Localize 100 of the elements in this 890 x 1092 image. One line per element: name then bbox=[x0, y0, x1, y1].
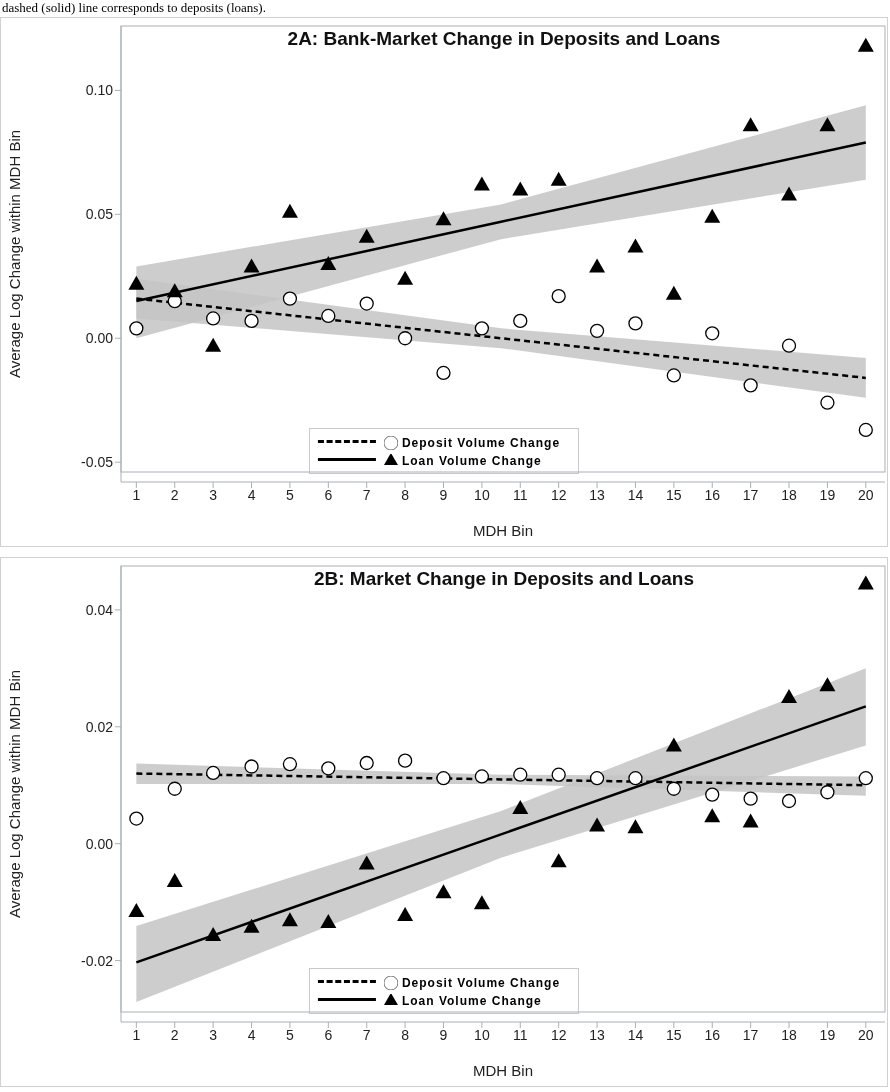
point bbox=[857, 575, 874, 590]
legend-label: Loan Volume Change bbox=[401, 994, 542, 1008]
x-tick-label: 15 bbox=[666, 486, 682, 503]
point bbox=[665, 285, 682, 300]
x-axis-title: MDH Bin bbox=[472, 522, 534, 539]
x-tick-label: 18 bbox=[781, 486, 798, 503]
y-tick-label: -0.05 bbox=[81, 454, 114, 471]
x-tick-label: 17 bbox=[742, 486, 759, 503]
point bbox=[320, 914, 337, 929]
x-tick-label: 18 bbox=[781, 1026, 798, 1043]
point bbox=[435, 884, 452, 899]
point bbox=[244, 313, 259, 329]
x-tick-label: 16 bbox=[704, 486, 721, 503]
x-tick-label: 7 bbox=[362, 486, 371, 503]
x-tick-label: 3 bbox=[209, 1026, 218, 1043]
point bbox=[128, 275, 145, 290]
point bbox=[705, 787, 720, 802]
point bbox=[781, 688, 798, 703]
point bbox=[550, 171, 567, 186]
x-tick-label: 14 bbox=[627, 486, 644, 503]
y-tick-label: 0.04 bbox=[85, 601, 114, 618]
point bbox=[205, 926, 222, 941]
point bbox=[666, 368, 681, 383]
y-tick-label: -0.02 bbox=[81, 952, 114, 969]
x-tick-label: 1 bbox=[132, 486, 141, 503]
point bbox=[129, 321, 144, 336]
x-tick-label: 20 bbox=[858, 486, 874, 503]
point bbox=[243, 258, 260, 273]
point bbox=[397, 331, 413, 346]
point bbox=[589, 258, 606, 273]
point bbox=[436, 771, 451, 786]
x-tick-label: 2 bbox=[170, 1026, 179, 1043]
point bbox=[820, 785, 835, 800]
chart-title: 2B: Market Change in Deposits and Loans bbox=[312, 568, 696, 590]
x-tick-label: 12 bbox=[550, 486, 567, 503]
point bbox=[321, 761, 336, 776]
point bbox=[550, 853, 567, 868]
point bbox=[742, 813, 759, 828]
y-tick-label: 0.05 bbox=[85, 206, 114, 223]
x-tick-label: 8 bbox=[401, 486, 410, 503]
point bbox=[358, 855, 375, 870]
point bbox=[819, 677, 836, 692]
point bbox=[628, 771, 643, 786]
x-tick-label: 9 bbox=[439, 1026, 448, 1043]
point bbox=[205, 765, 221, 781]
point bbox=[627, 819, 644, 834]
point bbox=[320, 255, 337, 270]
x-tick-label: 15 bbox=[666, 1026, 682, 1043]
point bbox=[819, 117, 836, 132]
x-axis-title: MDH Bin bbox=[472, 1062, 534, 1079]
x-tick-label: 7 bbox=[362, 1026, 371, 1043]
point bbox=[205, 337, 222, 352]
point bbox=[205, 311, 221, 326]
point bbox=[282, 291, 298, 306]
point bbox=[281, 912, 298, 927]
x-tick-label: 11 bbox=[513, 1026, 528, 1043]
x-tick-label: 19 bbox=[819, 1026, 836, 1043]
x-tick-label: 14 bbox=[627, 1026, 644, 1043]
point bbox=[473, 176, 490, 191]
text: dashed (solid) line corresponds to deposits (loans). bbox=[1, 0, 267, 15]
x-tick-label: 5 bbox=[286, 486, 295, 503]
x-tick-label: 19 bbox=[819, 486, 836, 503]
point bbox=[513, 767, 528, 782]
y-tick-label: 0.02 bbox=[85, 718, 114, 735]
x-tick-label: 10 bbox=[474, 1026, 490, 1043]
point bbox=[512, 181, 529, 196]
x-tick-label: 8 bbox=[401, 1026, 410, 1043]
x-tick-label: 3 bbox=[209, 486, 218, 503]
point bbox=[742, 117, 759, 132]
x-tick-label: 16 bbox=[704, 1026, 721, 1043]
y-tick-label: 0.00 bbox=[85, 835, 114, 852]
point bbox=[166, 873, 183, 888]
x-tick-label: 20 bbox=[858, 1026, 874, 1043]
point bbox=[704, 808, 721, 823]
x-tick-label: 13 bbox=[589, 486, 606, 503]
x-tick-label: 1 bbox=[132, 1026, 141, 1043]
point bbox=[397, 907, 414, 922]
point bbox=[473, 895, 490, 910]
x-tick-label: 2 bbox=[170, 486, 179, 503]
point bbox=[665, 737, 682, 752]
x-tick-label: 17 bbox=[742, 1026, 759, 1043]
chart-title: 2A: Bank-Market Change in Deposits and Loans bbox=[286, 28, 722, 50]
y-tick-label: 0.00 bbox=[85, 330, 114, 347]
point bbox=[128, 902, 145, 917]
x-tick-label: 11 bbox=[513, 486, 528, 503]
point bbox=[781, 186, 798, 201]
point bbox=[857, 37, 874, 52]
legend-label: Deposit Volume Change bbox=[401, 436, 561, 450]
point bbox=[743, 378, 758, 393]
x-tick-label: 6 bbox=[324, 1026, 333, 1043]
point bbox=[244, 759, 259, 774]
x-tick-label: 6 bbox=[324, 486, 333, 503]
x-tick-label: 9 bbox=[439, 486, 448, 503]
point bbox=[474, 321, 490, 336]
y-axis-title: Average Log Change within MDH Bin bbox=[6, 129, 24, 379]
point bbox=[435, 211, 452, 226]
y-axis-title: Average Log Change within MDH Bin bbox=[6, 669, 24, 919]
x-tick-label: 10 bbox=[474, 486, 490, 503]
point bbox=[858, 771, 873, 786]
point bbox=[474, 769, 490, 784]
